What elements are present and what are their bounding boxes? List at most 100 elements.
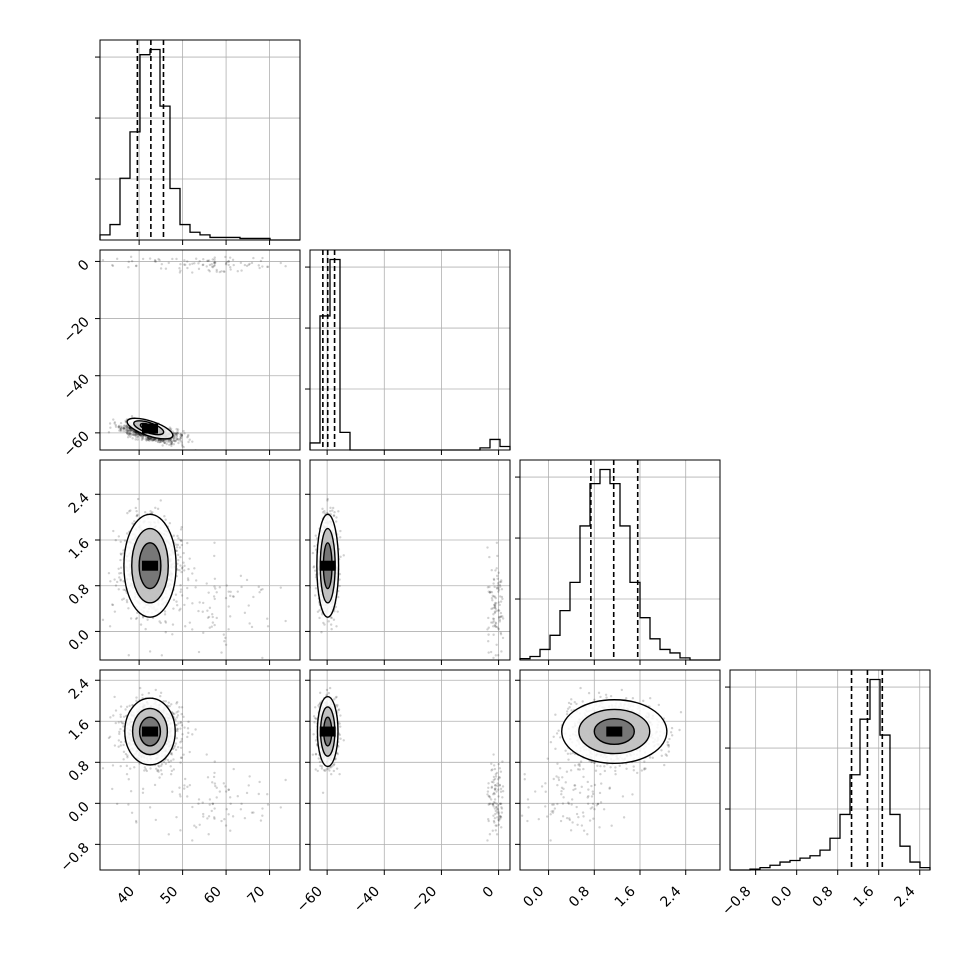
panel-0-3-point: [176, 728, 179, 731]
panel-0-1-point: [123, 424, 127, 427]
panel-0-2-point: [239, 574, 243, 578]
panel-0-1-ytick-label-3: 0: [75, 257, 93, 275]
panel-0-2-point: [259, 588, 263, 592]
panel-1-2-point: [312, 565, 316, 568]
panel-0-2-point: [186, 597, 189, 600]
panel-1-2-point: [313, 569, 317, 572]
panel-1-2-point: [339, 529, 342, 533]
panel-0-2-point: [181, 566, 184, 569]
panel-0-2-point: [122, 549, 125, 552]
panel-0-2-point: [175, 549, 178, 553]
panel-0-3-point: [114, 721, 117, 725]
panel-0-1-point: [223, 270, 226, 273]
panel-0-1-point: [174, 433, 177, 436]
panel-0-3-point: [191, 839, 194, 842]
panel-0-2-point: [215, 591, 218, 594]
panel-0-3-point: [206, 817, 209, 820]
panel-0-1-peak: [142, 423, 158, 434]
panel-0-2-point: [117, 567, 120, 570]
panel-0-1-point: [174, 431, 178, 435]
panel-0-3-point: [215, 796, 218, 799]
panel-0-1-point: [109, 426, 112, 429]
panel-1-2-point: [496, 577, 499, 580]
panel-1-2-point: [499, 615, 503, 618]
panel-0-3-point: [179, 727, 182, 730]
panel-0-1-point: [176, 432, 180, 435]
panel-0-1-point: [227, 260, 230, 263]
panel-1-2-point: [486, 586, 490, 589]
panel-0-2-point: [232, 595, 235, 598]
panel-0-1-point: [279, 261, 282, 265]
panel-0-1-point: [151, 439, 154, 442]
panel-1-2-point: [491, 599, 494, 602]
panel-1-2-point: [499, 600, 503, 603]
panel-1-2-point: [486, 628, 489, 631]
panel-0-1-point: [131, 433, 135, 437]
panel-0-1-point: [125, 425, 128, 429]
panel-0-3-point: [158, 776, 161, 779]
panel-0-2-point: [227, 628, 230, 631]
panel-0-1-frame: [99, 249, 301, 451]
panel-0-1-point: [172, 443, 176, 446]
panel-0-3-point: [164, 700, 168, 703]
panel-0-1-point: [139, 433, 142, 437]
panel-1-2-point: [493, 603, 497, 606]
panel-1-2-point: [323, 623, 326, 626]
panel-0-2-point: [236, 590, 239, 593]
panel-0-1-point: [178, 271, 182, 274]
panel-0-2-point: [220, 651, 223, 654]
panel-1-2-point: [500, 579, 503, 582]
panel-0-1-point: [129, 428, 133, 432]
panel-0-2-point: [180, 594, 184, 597]
panel-0-2-point: [205, 582, 208, 585]
panel-1-2-point: [313, 544, 316, 548]
panel-1-2-point: [492, 617, 496, 621]
panel-0-1-point: [183, 432, 186, 435]
panel-1-2-point: [493, 585, 496, 589]
panel-1-2-point: [329, 623, 333, 626]
panel-0-1-point: [147, 436, 150, 440]
panel-0-1-point: [150, 437, 154, 440]
panel-0-1-point: [136, 434, 140, 438]
panel-0-2-point: [180, 543, 184, 547]
panel-0-3-point: [126, 754, 129, 757]
panel-0-1-point: [180, 433, 183, 437]
panel-0-1-point: [173, 439, 176, 443]
panel-0-2-point: [210, 625, 213, 628]
panel-1-2-point: [492, 656, 495, 660]
panel-0-2-point: [180, 539, 183, 542]
panel-0-1-point: [152, 438, 155, 441]
panel-0-2-point: [172, 607, 175, 610]
panel-0-1-point: [179, 436, 183, 439]
panel-0-1-point: [184, 263, 187, 267]
panel-0-2-point: [122, 580, 125, 583]
panel-0-1-point: [128, 428, 131, 431]
panel-0-1-point: [245, 264, 249, 268]
hist-2-steps: [519, 468, 720, 661]
hist-1-steps: [309, 258, 511, 451]
panel-0-1-point: [111, 264, 115, 268]
panel-0-2-point: [136, 497, 140, 501]
panel-0-2-point: [191, 628, 194, 631]
panel-0-2-point: [257, 585, 260, 589]
panel-1-2-point: [491, 607, 494, 610]
panel-0-1-point: [211, 266, 215, 269]
panel-0-1-point: [149, 437, 153, 441]
panel-1-2-point: [495, 643, 498, 646]
panel-0-1-point: [112, 418, 115, 421]
panel-0-3-point: [180, 737, 184, 741]
panel-0-1-point: [227, 260, 230, 263]
panel-0-1-point: [157, 438, 161, 442]
panel-0-1-point: [266, 265, 270, 269]
panel-0-2-point: [174, 593, 178, 596]
panel-1-2-point: [335, 516, 338, 519]
panel-0-1-point: [146, 436, 150, 440]
panel-0-1-point: [118, 429, 121, 432]
panel-0-1-point: [122, 424, 126, 428]
panel-0-1-point: [153, 438, 156, 441]
panel-0-1-point: [261, 256, 264, 260]
panel-0-1-point: [146, 438, 150, 442]
panel-0-1-point: [178, 439, 181, 442]
panel-0-2-point: [218, 586, 222, 589]
panel-0-3-point: [207, 815, 211, 818]
